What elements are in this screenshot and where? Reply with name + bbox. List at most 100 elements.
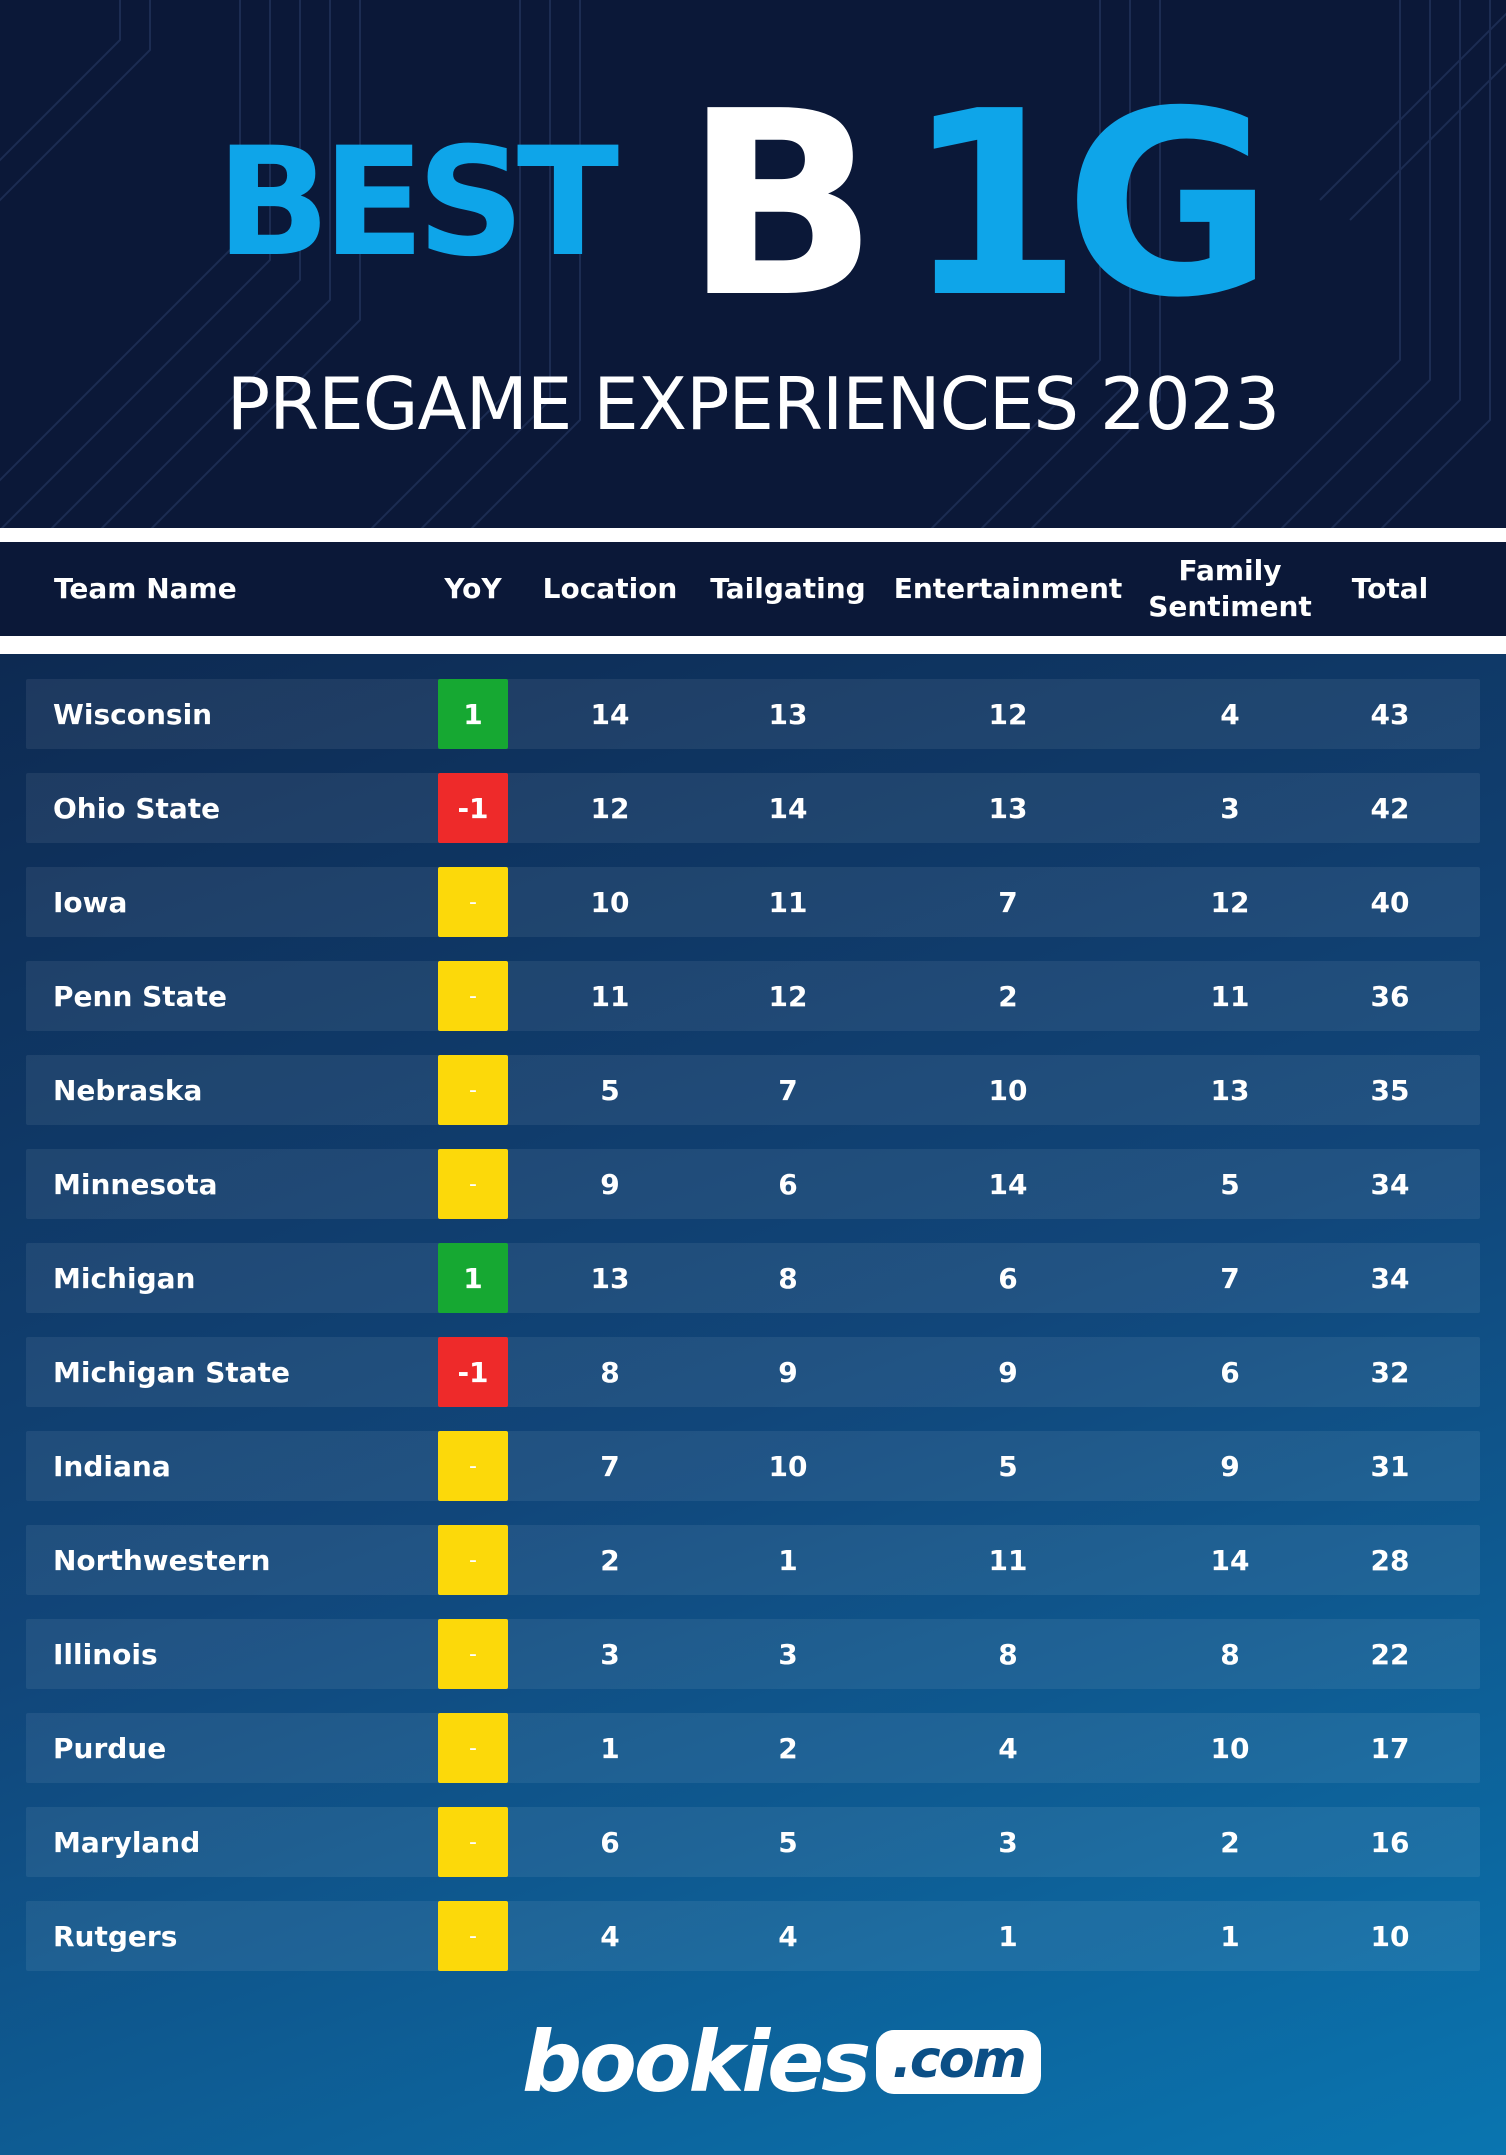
table-row: Indiana - 7 10 5 9 31 bbox=[26, 1431, 1480, 1501]
cell-tailgating: 2 bbox=[778, 1731, 798, 1765]
yoy-badge: - bbox=[438, 867, 508, 937]
cell-location: 9 bbox=[600, 1167, 620, 1201]
cell-tailgating: 1 bbox=[778, 1543, 798, 1577]
column-header-total: Total bbox=[1351, 571, 1429, 605]
yoy-badge: - bbox=[438, 1525, 508, 1595]
logo-com-badge: .com bbox=[876, 2030, 1041, 2094]
table-row: Illinois - 3 3 8 8 22 bbox=[26, 1619, 1480, 1689]
cell-team-name: Northwestern bbox=[53, 1543, 271, 1577]
cell-tailgating: 4 bbox=[778, 1919, 798, 1953]
cell-total: 22 bbox=[1370, 1637, 1410, 1671]
cell-location: 14 bbox=[590, 697, 630, 731]
cell-location: 3 bbox=[600, 1637, 620, 1671]
yoy-badge: - bbox=[438, 1055, 508, 1125]
cell-family-sentiment: 8 bbox=[1220, 1637, 1240, 1671]
table-row: Penn State - 11 12 2 11 36 bbox=[26, 961, 1480, 1031]
yoy-badge: -1 bbox=[438, 1337, 508, 1407]
cell-location: 13 bbox=[590, 1261, 630, 1295]
cell-team-name: Ohio State bbox=[53, 791, 221, 825]
column-header-entertainment: Entertainment bbox=[893, 571, 1123, 605]
yoy-badge: -1 bbox=[438, 773, 508, 843]
table-row: Rutgers - 4 4 1 1 10 bbox=[26, 1901, 1480, 1971]
b1g-logo-1g: 1G bbox=[905, 57, 1274, 354]
cell-family-sentiment: 4 bbox=[1220, 697, 1240, 731]
table-row: Maryland - 6 5 3 2 16 bbox=[26, 1807, 1480, 1877]
cell-team-name: Nebraska bbox=[53, 1073, 203, 1107]
cell-team-name: Wisconsin bbox=[53, 697, 213, 731]
cell-entertainment: 11 bbox=[988, 1543, 1028, 1577]
cell-team-name: Illinois bbox=[53, 1637, 158, 1671]
column-header-location: Location bbox=[542, 571, 678, 605]
cell-tailgating: 5 bbox=[778, 1825, 798, 1859]
cell-location: 4 bbox=[600, 1919, 620, 1953]
cell-location: 5 bbox=[600, 1073, 620, 1107]
table-row: Michigan 1 13 8 6 7 34 bbox=[26, 1243, 1480, 1313]
cell-location: 2 bbox=[600, 1543, 620, 1577]
yoy-badge: - bbox=[438, 1149, 508, 1219]
cell-family-sentiment: 11 bbox=[1210, 979, 1250, 1013]
cell-total: 16 bbox=[1370, 1825, 1410, 1859]
cell-family-sentiment: 2 bbox=[1220, 1825, 1240, 1859]
cell-entertainment: 8 bbox=[998, 1637, 1018, 1671]
table-row: Nebraska - 5 7 10 13 35 bbox=[26, 1055, 1480, 1125]
yoy-badge: - bbox=[438, 1901, 508, 1971]
column-header-tailgating: Tailgating bbox=[710, 571, 866, 605]
cell-total: 10 bbox=[1370, 1919, 1410, 1953]
cell-family-sentiment: 6 bbox=[1220, 1355, 1240, 1389]
cell-total: 43 bbox=[1370, 697, 1410, 731]
cell-family-sentiment: 12 bbox=[1210, 885, 1250, 919]
cell-family-sentiment: 1 bbox=[1220, 1919, 1240, 1953]
cell-entertainment: 1 bbox=[998, 1919, 1018, 1953]
cell-tailgating: 12 bbox=[768, 979, 808, 1013]
cell-team-name: Michigan State bbox=[53, 1355, 291, 1389]
yoy-badge: - bbox=[438, 1619, 508, 1689]
cell-entertainment: 6 bbox=[998, 1261, 1018, 1295]
banner-pattern bbox=[0, 0, 1506, 528]
table-row: Northwestern -2 1 11 14 28 bbox=[26, 1525, 1480, 1595]
logo-wordmark: bookies bbox=[522, 2013, 871, 2111]
yoy-badge: 1 bbox=[438, 679, 508, 749]
cell-total: 28 bbox=[1370, 1543, 1410, 1577]
table-header: Team Name YoY Location Tailgating Entert… bbox=[0, 542, 1506, 636]
cell-location: 12 bbox=[590, 791, 630, 825]
cell-family-sentiment: 5 bbox=[1220, 1167, 1240, 1201]
cell-team-name: Michigan bbox=[53, 1261, 196, 1295]
cell-entertainment: 10 bbox=[988, 1073, 1028, 1107]
cell-tailgating: 11 bbox=[768, 885, 808, 919]
cell-family-sentiment: 3 bbox=[1220, 791, 1240, 825]
cell-location: 7 bbox=[600, 1449, 620, 1483]
cell-family-sentiment: 14 bbox=[1210, 1543, 1250, 1577]
cell-team-name: Penn State bbox=[53, 979, 227, 1013]
cell-location: 10 bbox=[590, 885, 630, 919]
cell-total: 31 bbox=[1370, 1449, 1410, 1483]
table-row: Minnesota - 9 6 14 5 34 bbox=[26, 1149, 1480, 1219]
cell-entertainment: 12 bbox=[988, 697, 1028, 731]
cell-tailgating: 13 bbox=[768, 697, 808, 731]
cell-location: 1 bbox=[600, 1731, 620, 1765]
cell-team-name: Purdue bbox=[53, 1731, 167, 1765]
cell-location: 11 bbox=[590, 979, 630, 1013]
cell-total: 34 bbox=[1370, 1167, 1410, 1201]
column-header-yoy: YoY bbox=[444, 571, 502, 605]
yoy-badge: - bbox=[438, 1807, 508, 1877]
cell-entertainment: 2 bbox=[998, 979, 1018, 1013]
table-row: Ohio State -1 12 14 13 3 42 bbox=[26, 773, 1480, 843]
cell-tailgating: 3 bbox=[778, 1637, 798, 1671]
cell-family-sentiment: 13 bbox=[1210, 1073, 1250, 1107]
cell-total: 42 bbox=[1370, 791, 1410, 825]
yoy-badge: - bbox=[438, 1713, 508, 1783]
yoy-badge: 1 bbox=[438, 1243, 508, 1313]
cell-team-name: Maryland bbox=[53, 1825, 201, 1859]
cell-tailgating: 8 bbox=[778, 1261, 798, 1295]
cell-family-sentiment: 7 bbox=[1220, 1261, 1240, 1295]
cell-total: 32 bbox=[1370, 1355, 1410, 1389]
best-title: BEST bbox=[216, 116, 619, 290]
yoy-badge: - bbox=[438, 1431, 508, 1501]
cell-tailgating: 14 bbox=[768, 791, 808, 825]
cell-entertainment: 9 bbox=[998, 1355, 1018, 1389]
cell-entertainment: 13 bbox=[988, 791, 1028, 825]
cell-family-sentiment: 9 bbox=[1220, 1449, 1240, 1483]
cell-total: 36 bbox=[1370, 979, 1410, 1013]
bookies-logo: bookies .com bbox=[522, 2013, 1041, 2111]
cell-total: 17 bbox=[1370, 1731, 1410, 1765]
